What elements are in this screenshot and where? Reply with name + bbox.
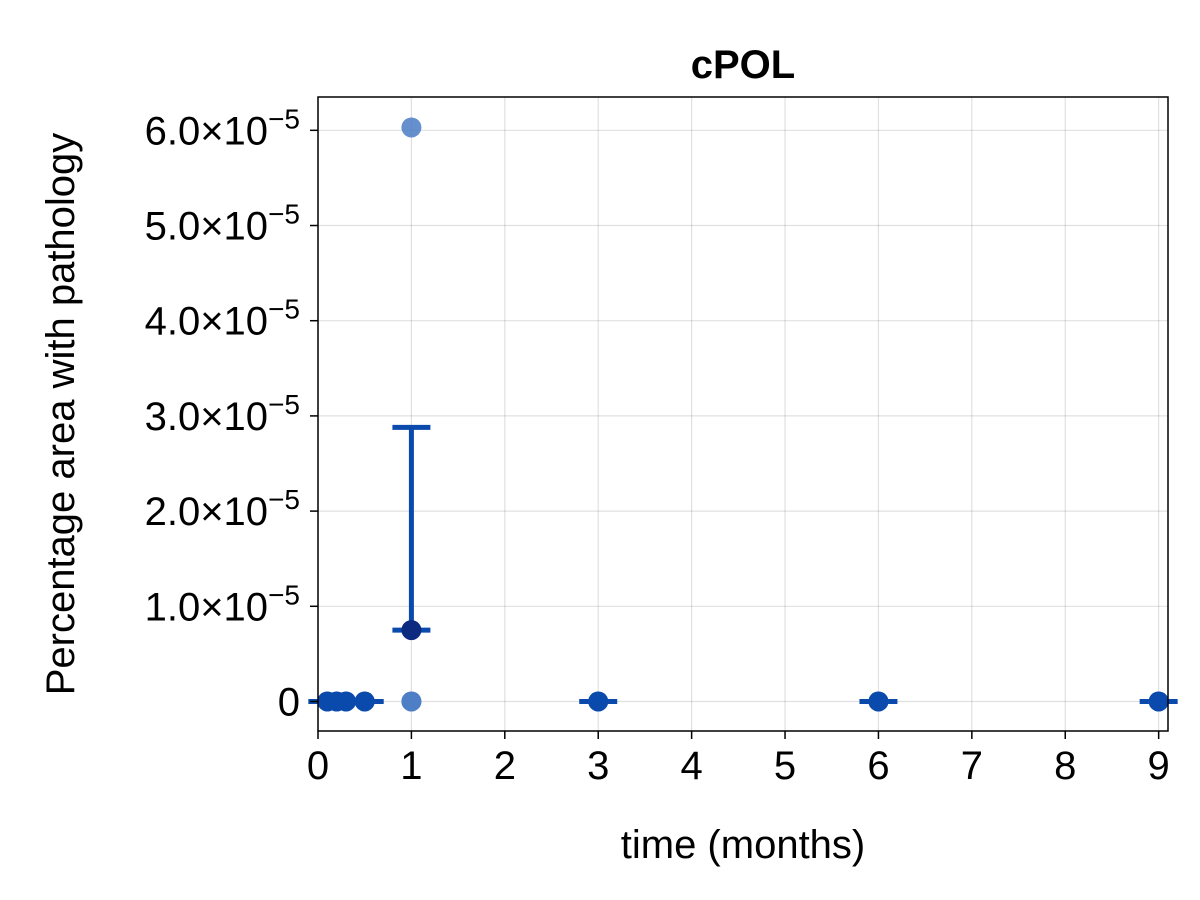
mean-marker [868,691,889,712]
mean-marker [588,691,609,712]
data-points [317,117,1169,712]
plot-frame [317,96,1169,732]
x-tick-label: 2 [494,744,516,788]
y-axis-ticks: 0 1.0×10−5 2.0×10−5 3.0×10−5 4.0×10−5 5.0×10−… [145,103,318,724]
x-tick-label: 3 [587,744,609,788]
mean-marker [354,691,375,712]
data-point [401,117,422,138]
x-tick-label: 1 [400,744,422,788]
x-tick-label: 7 [961,744,983,788]
x-tick-label: 5 [774,744,796,788]
y-tick-label: 2.0×10−5 [145,484,300,534]
mean-markers [317,620,1169,712]
x-tick-label: 9 [1148,744,1170,788]
x-tick-label: 8 [1054,744,1076,788]
grid-lines [317,97,1168,731]
y-tick-label: 0 [278,680,300,724]
error-bars [308,424,1178,704]
mean-marker [1148,691,1169,712]
y-tick-label: 3.0×10−5 [145,389,300,439]
y-tick-label: 4.0×10−5 [145,294,300,344]
x-tick-label: 6 [867,744,889,788]
mean-marker [401,620,422,641]
x-axis-ticks: 0 1 2 3 4 5 6 7 8 9 [307,731,1170,788]
y-tick-label: 5.0×10−5 [145,199,300,249]
chart-title: cPOL [691,43,795,87]
x-tick-label: 0 [307,744,329,788]
data-point [401,691,422,712]
y-axis-label: Percentage area with pathology [39,133,83,696]
y-tick-label: 6.0×10−5 [145,103,300,153]
x-axis-label: time (months) [621,823,866,867]
mean-marker [336,691,357,712]
x-tick-label: 4 [681,744,703,788]
y-tick-label: 1.0×10−5 [145,579,300,629]
